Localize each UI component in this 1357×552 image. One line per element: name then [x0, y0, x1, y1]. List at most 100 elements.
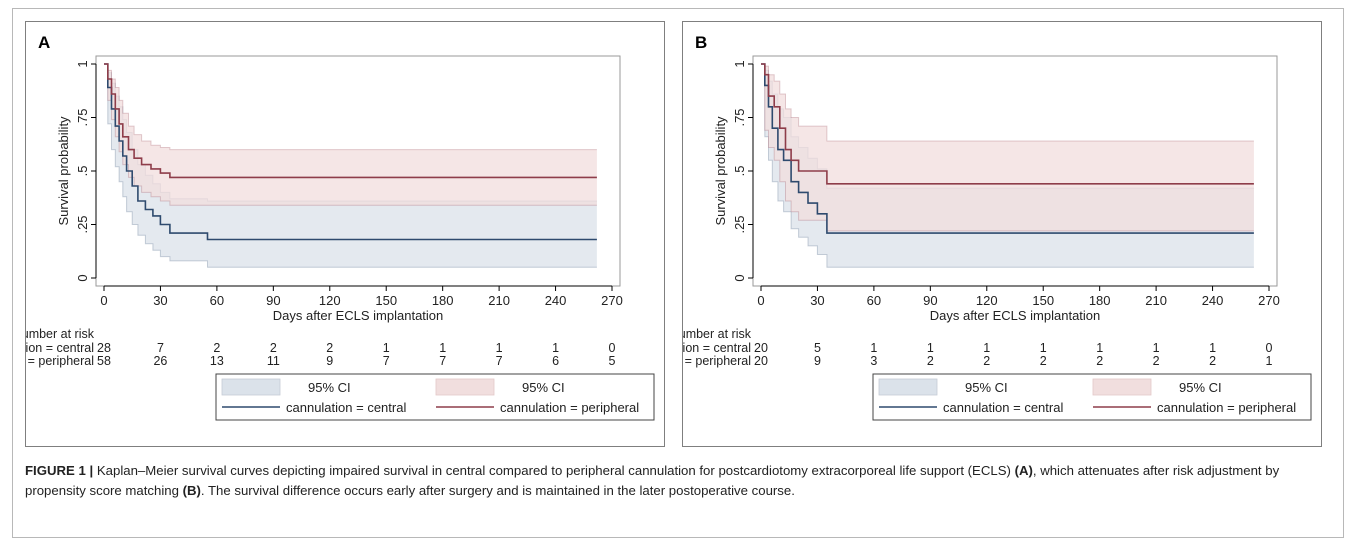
risk-count: 9 — [326, 354, 333, 368]
x-tick-label: 150 — [1032, 293, 1054, 308]
risk-count: 7 — [439, 354, 446, 368]
x-tick-label: 0 — [100, 293, 107, 308]
legend-swatch-ci-central — [221, 378, 281, 396]
ci-band-central — [104, 64, 597, 268]
x-tick-label: 270 — [601, 293, 623, 308]
risk-count: 1 — [1209, 341, 1216, 355]
risk-count: 1 — [383, 341, 390, 355]
risk-count: 1 — [439, 341, 446, 355]
risk-row-label: cannulation = peripheral — [683, 354, 751, 368]
risk-row-label: cannulation = peripheral — [26, 354, 94, 368]
ci-band-peripheral — [761, 64, 1254, 231]
y-tick-label: .25 — [732, 215, 747, 233]
legend-label-peripheral: cannulation = peripheral — [500, 400, 639, 415]
risk-count: 1 — [983, 341, 990, 355]
risk-count: 2 — [326, 341, 333, 355]
x-tick-label: 240 — [1202, 293, 1224, 308]
caption-segment: Kaplan–Meier survival curves depicting i… — [93, 463, 1015, 478]
y-tick-label: 0 — [75, 274, 90, 281]
risk-row-label: cannulation = central — [683, 341, 751, 355]
risk-count: 2 — [213, 341, 220, 355]
panel-b: B 0.25.5.75 1 Survival probability 0 30 60 90 12… — [682, 21, 1322, 447]
risk-count: 20 — [754, 354, 768, 368]
risk-count: 2 — [1096, 354, 1103, 368]
legend-swatch-ci-peripheral — [1092, 378, 1152, 396]
x-tick-label: 120 — [319, 293, 341, 308]
survival-line-peripheral — [104, 63, 597, 179]
risk-count: 20 — [754, 341, 768, 355]
caption-segment: (B) — [182, 483, 201, 498]
risk-count: 26 — [153, 354, 167, 368]
x-tick-label: 60 — [867, 293, 881, 308]
risk-count: 1 — [1153, 341, 1160, 355]
risk-count: 5 — [609, 354, 616, 368]
risk-count: 7 — [157, 341, 164, 355]
risk-count: 2 — [1040, 354, 1047, 368]
panel-label: B — [695, 33, 707, 52]
y-tick-label: 0 — [732, 274, 747, 281]
x-axis-title: Days after ECLS implantation — [273, 308, 444, 323]
risk-count: 1 — [552, 341, 559, 355]
panel-a: A 0.25.5.75 1 Survival probability 0 30 60 90 12… — [25, 21, 665, 447]
x-tick-label: 210 — [1145, 293, 1167, 308]
risk-count: 13 — [210, 354, 224, 368]
x-tick-label: 30 — [810, 293, 824, 308]
legend-label-ci-peripheral: 95% CI — [522, 380, 565, 395]
legend-label-central: cannulation = central — [286, 400, 406, 415]
risk-table-title: Number at risk — [26, 327, 95, 341]
risk-count: 3 — [870, 354, 877, 368]
x-tick-label: 120 — [976, 293, 998, 308]
x-tick-label: 30 — [153, 293, 167, 308]
legend-swatch-ci-peripheral — [435, 378, 495, 396]
risk-count: 2 — [270, 341, 277, 355]
x-tick-label: 180 — [432, 293, 454, 308]
x-tick-label: 60 — [210, 293, 224, 308]
legend-label-ci-central: 95% CI — [965, 380, 1008, 395]
caption-segment: (A) — [1014, 463, 1033, 478]
risk-count: 11 — [267, 354, 280, 368]
x-tick-label: 90 — [266, 293, 280, 308]
x-tick-label: 210 — [488, 293, 510, 308]
risk-count: 7 — [496, 354, 503, 368]
legend-label-central: cannulation = central — [943, 400, 1063, 415]
x-tick-label: 240 — [545, 293, 567, 308]
y-tick-label: .75 — [732, 108, 747, 126]
risk-count: 9 — [814, 354, 821, 368]
risk-count: 1 — [927, 341, 934, 355]
risk-count: 1 — [870, 341, 877, 355]
x-axis-title: Days after ECLS implantation — [930, 308, 1101, 323]
risk-count: 1 — [1096, 341, 1103, 355]
y-axis-title: Survival probability — [713, 116, 728, 226]
x-tick-label: 270 — [1258, 293, 1280, 308]
y-tick-label: .75 — [75, 108, 90, 126]
ci-band-peripheral — [104, 64, 597, 206]
x-tick-label: 150 — [375, 293, 397, 308]
risk-count: 6 — [552, 354, 559, 368]
risk-count: 0 — [609, 341, 616, 355]
risk-table-title: Number at risk — [683, 327, 752, 341]
risk-count: 5 — [814, 341, 821, 355]
ci-upper-peripheral — [761, 63, 1254, 142]
risk-count: 1 — [1040, 341, 1047, 355]
survival-line-central — [104, 63, 597, 241]
risk-count: 2 — [1209, 354, 1216, 368]
y-axis-title: Survival probability — [56, 116, 71, 226]
figure-caption: FIGURE 1 | Kaplan–Meier survival curves … — [25, 461, 1330, 501]
y-tick-label: 1 — [75, 60, 90, 67]
ci-lower-central — [761, 63, 1254, 268]
risk-count: 2 — [927, 354, 934, 368]
y-tick-label: .5 — [75, 166, 90, 177]
risk-row-label: cannulation = central — [26, 341, 94, 355]
risk-count: 1 — [1266, 354, 1273, 368]
panel-label: A — [38, 33, 50, 52]
risk-count: 0 — [1266, 341, 1273, 355]
legend-swatch-ci-central — [878, 378, 938, 396]
risk-count: 28 — [97, 341, 111, 355]
caption-segment: , which attenuates after risk adjustment… — [25, 463, 1280, 498]
x-tick-label: 180 — [1089, 293, 1111, 308]
caption-body: Kaplan–Meier survival curves depicting i… — [25, 463, 1279, 498]
y-tick-label: .5 — [732, 166, 747, 177]
legend-box — [215, 373, 655, 421]
